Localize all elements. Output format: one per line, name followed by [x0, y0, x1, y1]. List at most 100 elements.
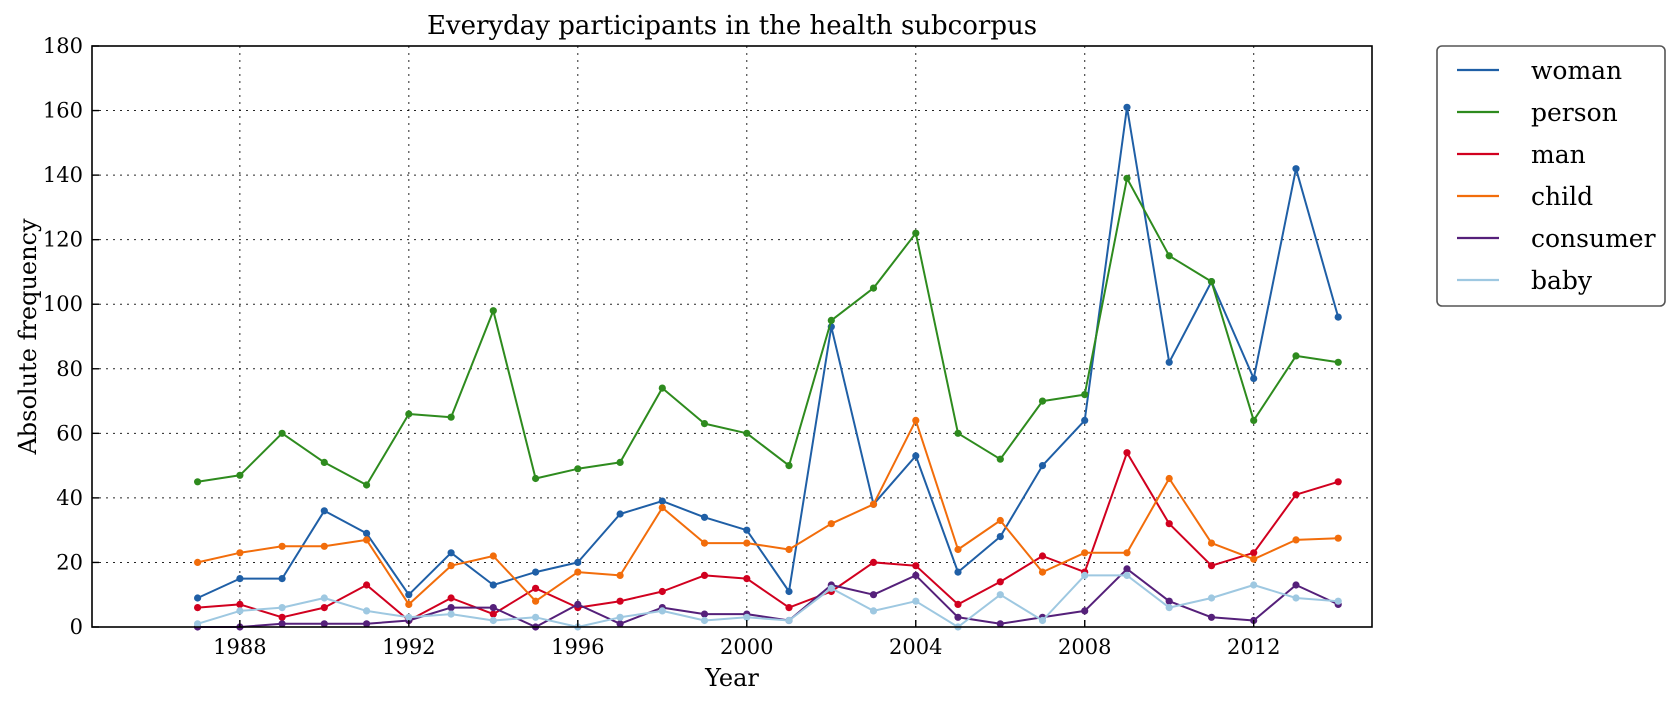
data-point-baby [532, 613, 540, 621]
y-tick-label: 140 [43, 163, 83, 187]
plot-frame [91, 45, 1373, 628]
data-point-man [489, 610, 497, 618]
data-point-man [616, 597, 624, 605]
x-tick-label: 2008 [1058, 635, 1111, 659]
y-tick-label: 40 [56, 486, 83, 510]
data-point-woman [489, 581, 497, 589]
data-point-baby [658, 607, 666, 615]
data-point-baby [278, 604, 286, 612]
data-point-consumer [447, 604, 455, 612]
data-point-baby [616, 613, 624, 621]
data-point-child [194, 558, 202, 567]
x-tick-label: 1992 [382, 635, 435, 659]
data-point-person [827, 316, 835, 324]
data-point-baby [700, 616, 709, 625]
series-line-consumer [197, 567, 1339, 628]
data-point-baby [320, 594, 328, 602]
data-point-woman [616, 510, 624, 518]
data-point-man [447, 594, 455, 602]
data-point-baby [996, 591, 1004, 599]
data-point-woman [658, 497, 666, 505]
data-point-baby [1250, 581, 1258, 589]
y-tick-label: 160 [43, 99, 83, 123]
data-point-person [320, 458, 328, 466]
data-point-child [616, 571, 624, 580]
series-line-child [197, 419, 1339, 606]
series-baby [194, 571, 1342, 631]
data-point-woman [1123, 103, 1131, 111]
data-point-person [996, 455, 1004, 463]
data-point-consumer [489, 604, 497, 612]
data-point-man [1292, 491, 1300, 499]
data-point-child [954, 545, 962, 554]
data-point-man [658, 587, 666, 596]
data-point-consumer [700, 610, 709, 618]
data-point-child [1207, 539, 1216, 547]
data-point-man [700, 571, 709, 580]
data-point-baby [785, 616, 793, 625]
data-point-person [1292, 352, 1300, 360]
data-point-man [278, 613, 286, 621]
grid-lines [92, 46, 1372, 627]
series-line-woman [197, 106, 1340, 599]
data-point-man [194, 604, 202, 612]
data-point-man [236, 600, 244, 609]
data-point-man [954, 600, 962, 609]
x-tick-label: 1988 [213, 635, 266, 659]
data-point-baby [1123, 571, 1131, 580]
series-line-man [197, 451, 1339, 622]
data-point-man [912, 562, 920, 570]
data-point-person [785, 462, 793, 470]
data-point-woman [954, 568, 962, 576]
data-point-woman [1292, 165, 1300, 173]
data-point-child [743, 539, 751, 547]
data-point-person [1123, 174, 1131, 182]
data-point-woman [700, 513, 709, 521]
data-point-person [532, 474, 540, 483]
data-point-woman [996, 533, 1004, 541]
x-axis-label: Year [704, 664, 759, 692]
data-point-man [1123, 449, 1131, 457]
series-child [194, 416, 1342, 609]
data-point-child [869, 500, 878, 508]
data-point-child [1123, 549, 1131, 557]
x-axis: 1988 1992 1996 2000 2004 2008 2012 [213, 620, 1280, 659]
data-point-man [996, 578, 1004, 586]
data-point-woman [320, 507, 328, 515]
legend: woman person man child consumer baby [1436, 45, 1666, 307]
data-point-child [278, 542, 286, 550]
data-point-woman [194, 594, 202, 602]
data-point-baby [1334, 597, 1342, 605]
data-point-person [1038, 397, 1047, 405]
data-point-child [1250, 555, 1258, 563]
data-point-woman [405, 591, 413, 599]
data-point-consumer [912, 571, 920, 580]
legend-item-man: man [1457, 140, 1586, 169]
data-point-child [1165, 474, 1173, 483]
data-point-child [489, 552, 497, 560]
data-point-baby [236, 607, 244, 615]
data-point-child [1038, 568, 1047, 576]
data-point-consumer [1123, 565, 1131, 573]
data-point-consumer [320, 620, 328, 628]
data-point-woman [278, 575, 286, 583]
data-point-baby [363, 607, 371, 615]
data-point-person [912, 229, 920, 237]
data-point-consumer [1207, 613, 1216, 621]
data-point-consumer [363, 620, 371, 628]
legend-label: man [1531, 140, 1586, 169]
data-point-baby [1207, 594, 1216, 602]
series-consumer [194, 565, 1342, 631]
y-axis: 0 20 40 60 80 100 120 140 160 180 [43, 34, 99, 639]
data-point-man [785, 604, 793, 612]
data-point-person [869, 284, 878, 292]
data-point-person [1334, 358, 1342, 366]
data-point-woman [1334, 313, 1342, 321]
data-point-consumer [1081, 607, 1089, 615]
y-tick-label: 120 [43, 228, 83, 252]
data-point-child [912, 416, 920, 424]
data-point-woman [1250, 374, 1258, 383]
data-point-consumer [574, 600, 582, 609]
x-tick-label: 2000 [720, 635, 773, 659]
